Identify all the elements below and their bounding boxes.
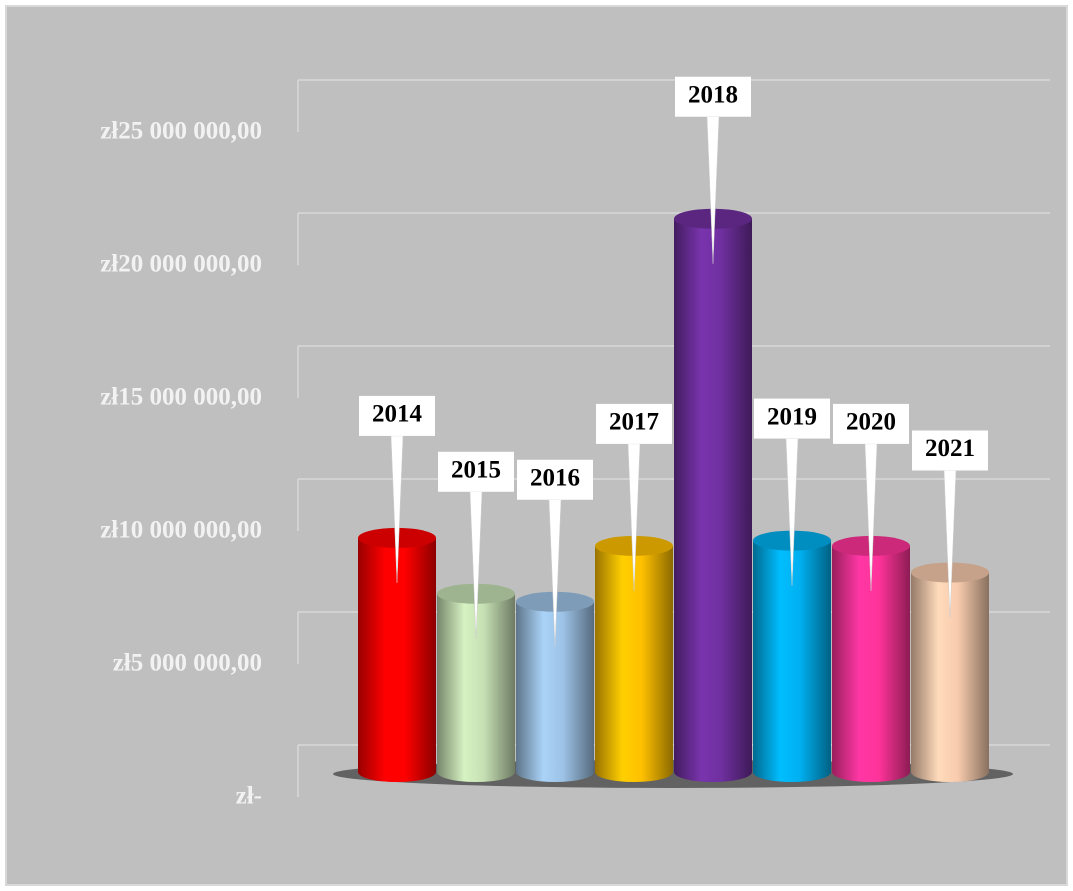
y-tick-label: zł5 000 000,00 [113,650,262,677]
bar [437,593,515,782]
y-tick-label: zł10 000 000,00 [100,517,262,544]
callout-box [438,451,514,492]
bar [516,601,594,782]
callout-box [596,403,672,444]
y-tick-label: zł25 000 000,00 [100,118,262,145]
callout-box [517,459,593,500]
callout-box [754,398,830,439]
bar [595,545,673,782]
bar [674,218,752,783]
bar [753,540,831,782]
data-label: 2020 [846,409,896,436]
callout-box [912,430,988,471]
y-tick-label: zł- [236,783,262,810]
y-tick-label: zł15 000 000,00 [100,384,262,411]
callout-box [675,76,751,117]
y-tick-label: zł20 000 000,00 [100,251,262,278]
callout-box [833,403,909,444]
callout-box [359,395,435,436]
data-label: 2014 [372,401,423,428]
data-label: 2015 [451,457,501,484]
data-label: 2018 [688,81,738,108]
data-label: 2017 [609,409,659,436]
bar [911,572,989,782]
bar [832,545,910,782]
data-label: 2021 [925,435,975,462]
data-label: 2016 [530,464,580,491]
bar [358,537,436,782]
data-label: 2019 [767,403,817,430]
